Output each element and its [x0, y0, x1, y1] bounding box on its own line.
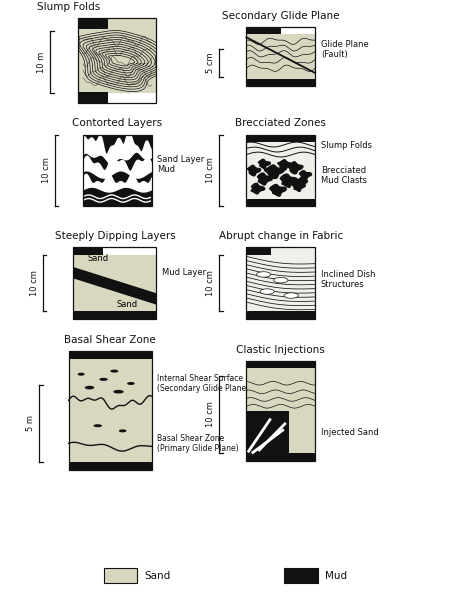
Bar [246, 247, 315, 319]
Text: Slump Folds: Slump Folds [321, 141, 372, 150]
Bar [69, 462, 152, 470]
Polygon shape [297, 178, 308, 187]
Ellipse shape [110, 370, 118, 373]
Text: Inclined Dish
Structures: Inclined Dish Structures [321, 270, 375, 289]
Bar [246, 27, 315, 86]
Text: Brecciated Zones: Brecciated Zones [236, 118, 326, 128]
Text: 10 m: 10 m [37, 52, 46, 73]
Bar [246, 247, 271, 255]
Bar [69, 359, 152, 462]
Bar [83, 135, 152, 206]
Polygon shape [270, 184, 286, 196]
Polygon shape [257, 173, 272, 185]
Polygon shape [73, 267, 156, 305]
Bar [284, 568, 318, 583]
Bar [246, 453, 315, 461]
Polygon shape [287, 162, 303, 174]
Text: 10 cm: 10 cm [30, 270, 39, 296]
Ellipse shape [127, 382, 135, 385]
Bar [73, 247, 102, 255]
Bar [246, 361, 315, 368]
Text: Clastic Injections: Clastic Injections [237, 344, 325, 355]
Text: Steeply Dipping Layers: Steeply Dipping Layers [55, 231, 175, 241]
Text: Abrupt change in Fabric: Abrupt change in Fabric [219, 231, 343, 241]
Bar [69, 351, 152, 359]
Bar [246, 79, 315, 86]
Ellipse shape [274, 278, 288, 283]
Text: 5 m: 5 m [26, 415, 35, 431]
Ellipse shape [256, 271, 271, 277]
Text: Injected Sand: Injected Sand [321, 428, 379, 437]
Bar [246, 247, 315, 319]
Bar [83, 135, 152, 206]
Polygon shape [264, 165, 284, 178]
Polygon shape [280, 174, 298, 187]
Polygon shape [251, 184, 265, 194]
Text: Internal Shear Surface
(Secondary Glide Plane): Internal Shear Surface (Secondary Glide … [157, 374, 249, 393]
Ellipse shape [113, 390, 124, 393]
Ellipse shape [93, 424, 102, 427]
Bar [246, 368, 315, 453]
Bar [73, 247, 156, 319]
Text: Brecciated
Mud Clasts: Brecciated Mud Clasts [321, 165, 367, 185]
Bar [246, 135, 315, 206]
Bar [246, 361, 315, 461]
Ellipse shape [78, 373, 85, 376]
Bar [73, 311, 156, 319]
Bar [246, 135, 315, 142]
Polygon shape [258, 159, 270, 168]
Polygon shape [247, 165, 261, 176]
Polygon shape [300, 171, 311, 179]
Text: Sand Layer
Mud: Sand Layer Mud [157, 155, 205, 175]
Ellipse shape [119, 429, 127, 433]
Polygon shape [278, 159, 292, 170]
Bar [78, 18, 108, 29]
Bar [246, 27, 281, 34]
Bar [246, 34, 315, 79]
Bar [78, 92, 108, 103]
Text: Secondary Glide Plane: Secondary Glide Plane [222, 10, 339, 21]
Text: Glide Plane
(Fault): Glide Plane (Fault) [321, 39, 369, 59]
Text: Contorted Layers: Contorted Layers [72, 118, 163, 128]
Bar [104, 568, 137, 583]
Text: Slump Folds: Slump Folds [37, 2, 100, 12]
Bar [246, 311, 315, 319]
Bar [246, 411, 289, 453]
Ellipse shape [99, 378, 108, 381]
Text: 5 cm: 5 cm [206, 53, 215, 73]
Bar [78, 18, 156, 103]
Text: 10 cm: 10 cm [206, 270, 215, 296]
Text: Basal Shear Zone
(Primary Glide Plane): Basal Shear Zone (Primary Glide Plane) [157, 434, 239, 453]
Text: Sand: Sand [117, 300, 138, 309]
Ellipse shape [284, 293, 298, 298]
Ellipse shape [260, 289, 274, 295]
Text: 10 cm: 10 cm [206, 158, 215, 183]
Bar [246, 199, 315, 206]
Text: Basal Shear Zone: Basal Shear Zone [64, 335, 156, 345]
Text: Mud Layer: Mud Layer [162, 268, 206, 277]
Ellipse shape [85, 386, 94, 390]
Text: 10 cm: 10 cm [42, 158, 51, 183]
Text: Mud: Mud [325, 571, 347, 581]
Bar [78, 18, 156, 93]
Text: 10 cm: 10 cm [206, 402, 215, 427]
Bar [246, 135, 315, 206]
Bar [69, 351, 152, 470]
Text: Sand: Sand [145, 571, 171, 581]
Text: Sand: Sand [88, 254, 109, 263]
Bar [73, 255, 156, 311]
Polygon shape [292, 181, 305, 191]
